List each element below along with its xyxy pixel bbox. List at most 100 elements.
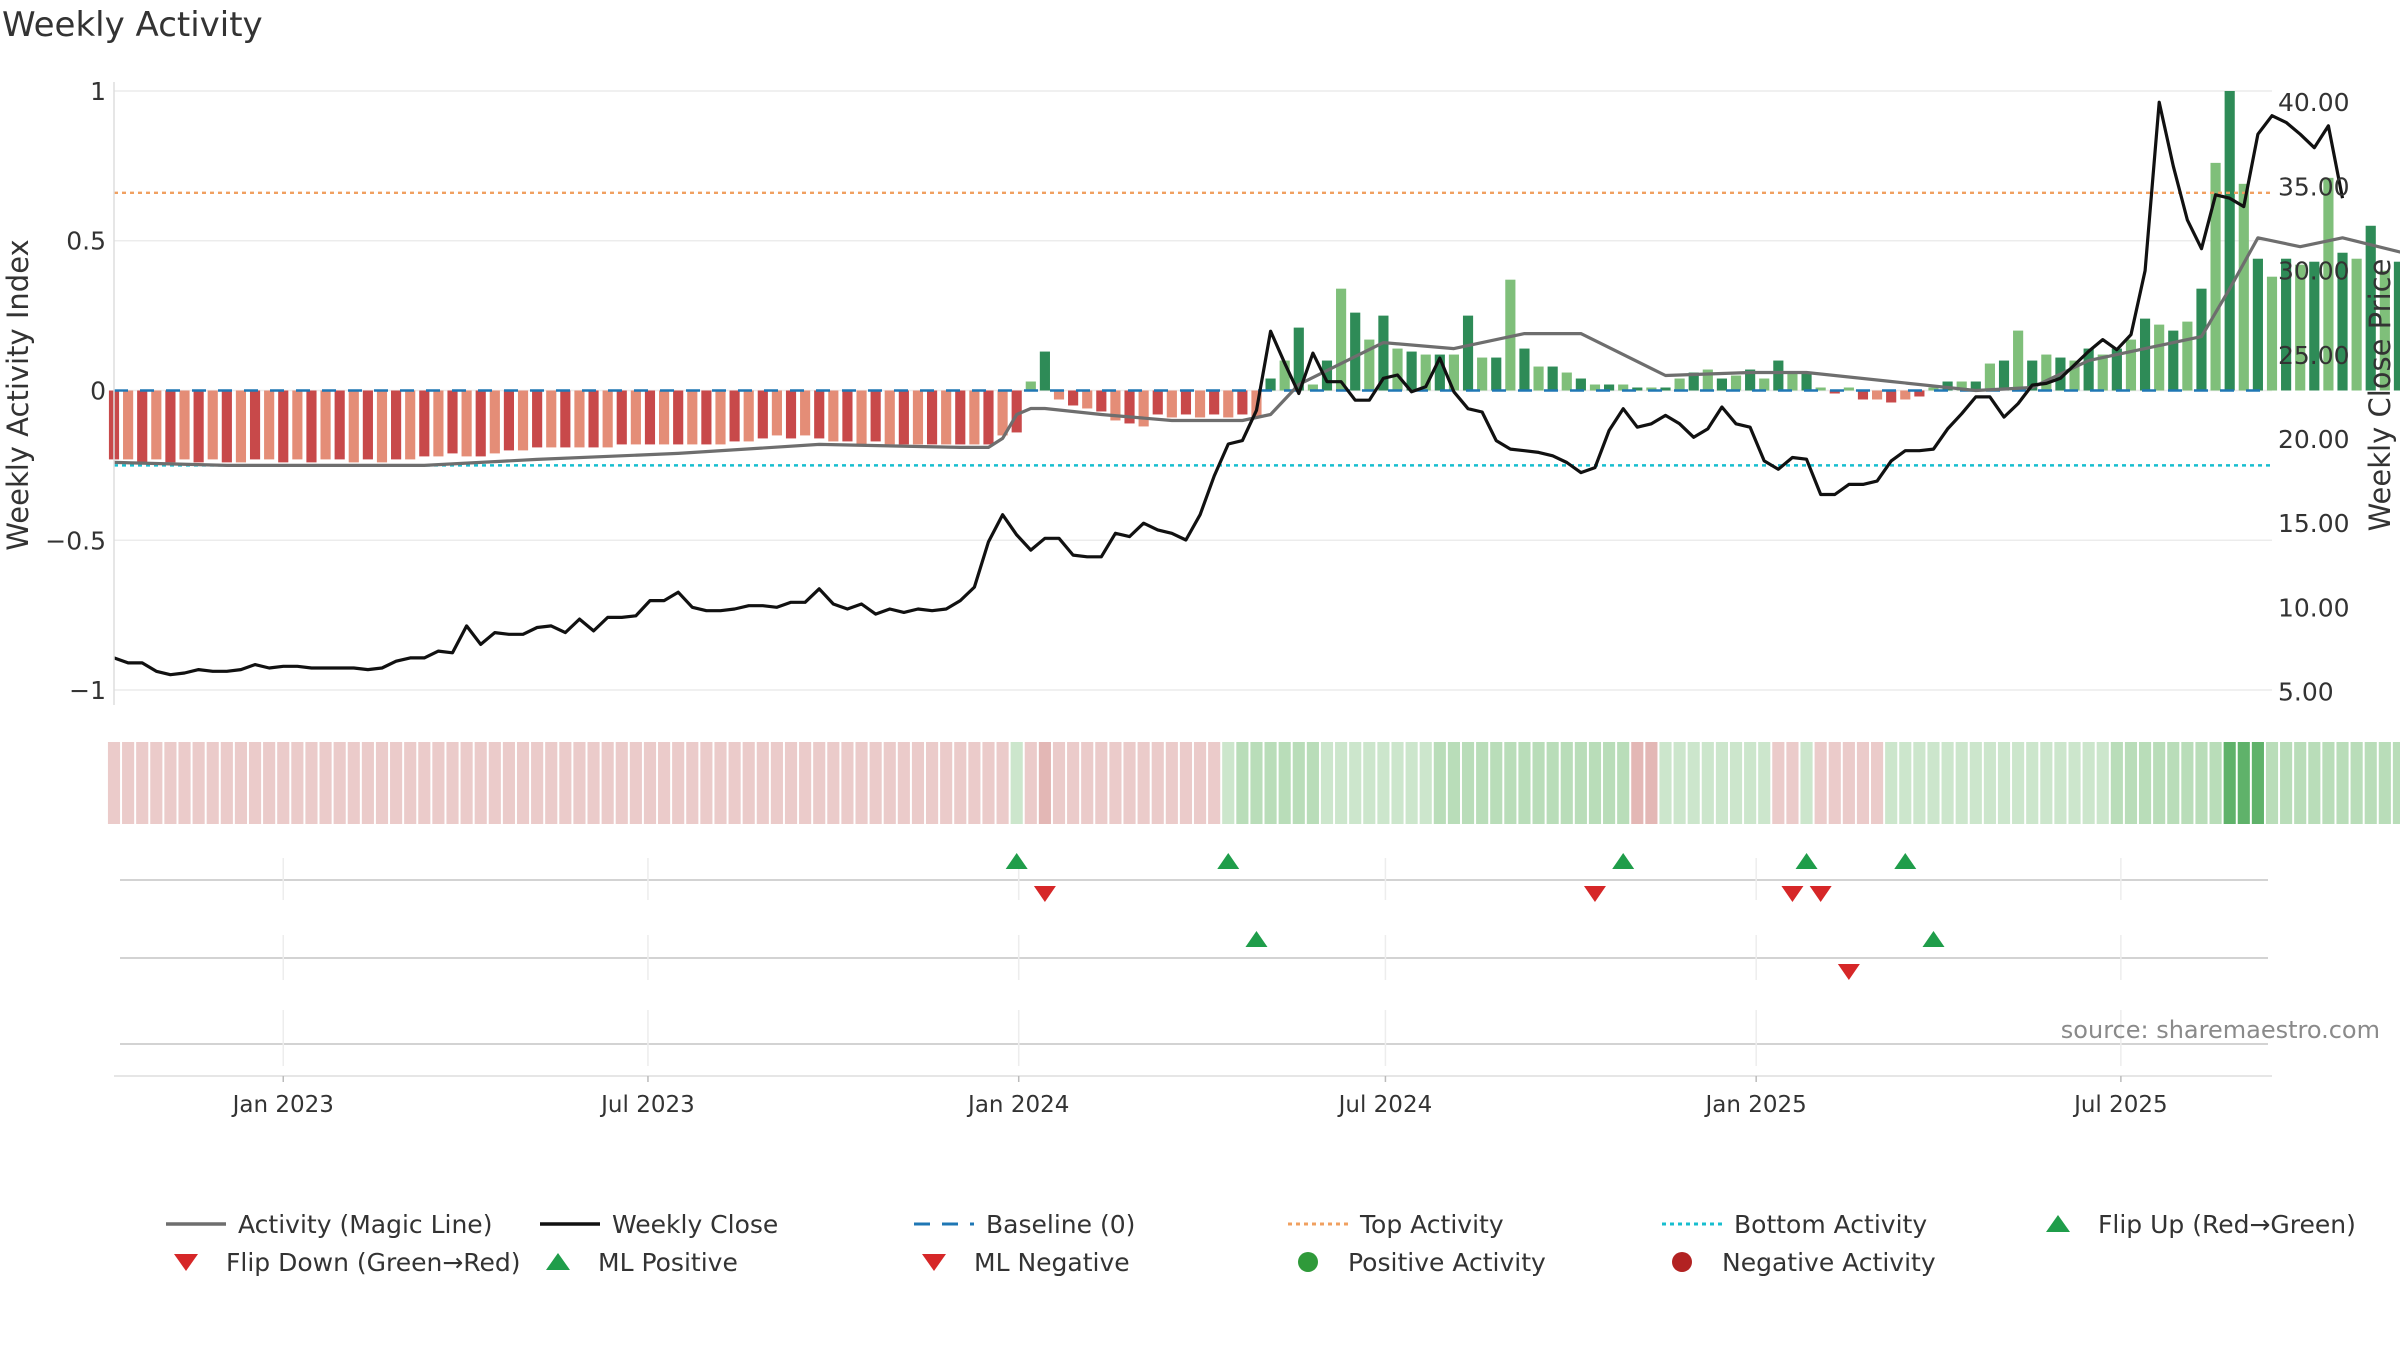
activity-bar: [1730, 375, 1742, 391]
strip-segment: [1208, 742, 1221, 824]
activity-bar: [1406, 351, 1417, 391]
strip-segment: [686, 742, 699, 824]
activity-bar: [1194, 390, 1206, 418]
x-tick-label: Jan 2025: [1704, 1092, 1807, 1118]
activity-bar: [1477, 357, 1488, 391]
activity-bar: [1716, 378, 1727, 391]
strip-segment: [982, 742, 995, 824]
strip-segment: [1546, 742, 1559, 824]
x-tick-label: Jan 2024: [966, 1092, 1069, 1118]
activity-bar: [1321, 360, 1333, 391]
strip-segment: [1052, 742, 1066, 824]
strip-segment: [813, 742, 826, 824]
strip-segment: [2167, 742, 2180, 824]
strip-segment: [2237, 742, 2250, 824]
flip-up-marker: [1217, 853, 1240, 869]
strip-segment: [2251, 742, 2264, 824]
legend-label-top: Top Activity: [1359, 1210, 1504, 1239]
strip-segment: [996, 742, 1009, 824]
activity-bar: [2139, 318, 2151, 391]
strip-segment: [1588, 742, 1602, 824]
activity-bar: [1745, 369, 1756, 391]
strip-segment: [1617, 742, 1630, 824]
activity-bar: [1829, 390, 1840, 394]
activity-bar: [1589, 384, 1601, 391]
legend-label-bottom: Bottom Activity: [1734, 1210, 1927, 1239]
ml-positive-marker: [1245, 931, 1268, 947]
strip-segment: [2012, 742, 2025, 824]
activity-bar: [2238, 183, 2249, 391]
strip-segment: [1532, 742, 1545, 824]
activity-strip: [107, 742, 2400, 824]
strip-segment: [742, 742, 755, 824]
activity-bar: [1886, 390, 1897, 403]
activity-bar: [912, 390, 924, 445]
strip-segment: [1165, 742, 1178, 824]
activity-bar: [1462, 315, 1474, 391]
activity-bar: [771, 390, 782, 436]
activity-bar: [503, 390, 515, 451]
legend: Activity (Magic Line) Weekly Close Baselin…: [166, 1210, 2356, 1277]
activity-bar: [842, 390, 853, 442]
activity-bar: [2069, 360, 2080, 391]
strip-segment: [1856, 742, 1870, 824]
activity-bar: [1632, 387, 1643, 391]
x-tick-label: Jul 2023: [599, 1092, 695, 1118]
activity-bar: [1773, 360, 1784, 391]
activity-bar: [1166, 390, 1177, 418]
strip-segment: [1038, 742, 1051, 824]
strip-segment: [2082, 742, 2095, 824]
y-tick-label: 1: [90, 77, 106, 106]
strip-segment: [728, 742, 741, 824]
legend-swatch-mlneg: [922, 1254, 946, 1271]
y2-tick-label: 40.00: [2278, 88, 2350, 117]
strip-segment: [1786, 742, 1799, 824]
activity-bar: [1984, 363, 1995, 391]
strip-segment: [756, 742, 769, 824]
strip-segment: [700, 742, 713, 824]
activity-bar: [1787, 372, 1798, 391]
strip-segment: [1941, 742, 1954, 824]
strip-segment: [1899, 742, 1912, 824]
activity-bar: [1857, 390, 1869, 400]
ml-positive-marker: [1922, 931, 1945, 947]
legend-label-flipdown: Flip Down (Green→Red): [226, 1248, 521, 1277]
strip-segment: [1715, 742, 1728, 824]
activity-bar: [179, 390, 190, 460]
activity-bar: [2281, 258, 2292, 391]
strip-segment: [1969, 742, 1982, 824]
activity-bar: [475, 390, 486, 457]
activity-bar: [1209, 390, 1220, 415]
strip-segment: [390, 742, 403, 824]
activity-bar: [1998, 360, 2010, 391]
activity-bar: [306, 390, 317, 463]
signal-panels: [114, 853, 2272, 1077]
activity-bar: [517, 390, 529, 451]
activity-bar: [1871, 390, 1883, 400]
activity-bar: [1900, 390, 1911, 400]
activity-bar: [532, 390, 543, 448]
strip-segment: [2322, 742, 2335, 824]
activity-bar: [969, 390, 980, 445]
strip-segment: [2040, 742, 2053, 824]
strip-segment: [516, 742, 530, 824]
activity-bar: [2041, 354, 2052, 391]
activity-bars: [108, 90, 2400, 463]
activity-bar: [2295, 264, 2306, 391]
activity-bar: [1914, 390, 1925, 397]
strip-segment: [277, 742, 290, 824]
activity-bar: [1138, 390, 1149, 427]
activity-bar: [2097, 354, 2108, 391]
strip-segment: [954, 742, 967, 824]
activity-bar: [1561, 372, 1572, 391]
activity-bar: [2337, 252, 2348, 391]
strip-segment: [1306, 742, 1319, 824]
activity-bar: [856, 390, 867, 445]
strip-segment: [347, 742, 360, 824]
activity-bar: [2351, 258, 2362, 391]
strip-segment: [1349, 742, 1362, 824]
activity-bar: [1279, 360, 1290, 391]
strip-segment: [136, 742, 149, 824]
strip-segment: [2336, 742, 2349, 824]
